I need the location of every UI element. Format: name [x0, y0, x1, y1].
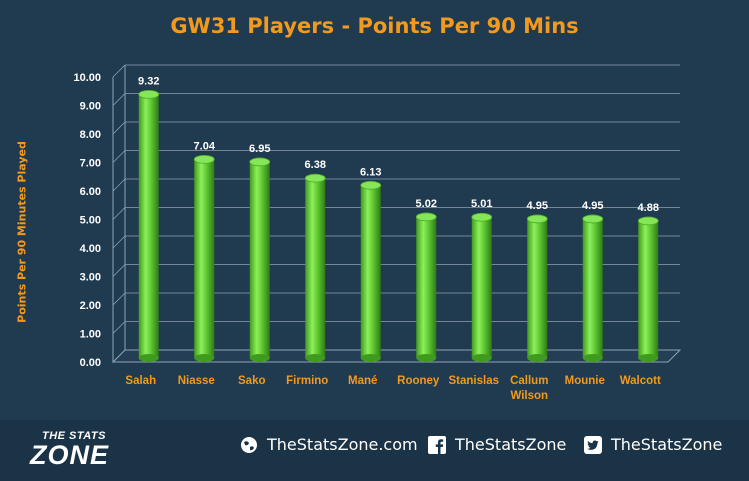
y-tick-label: 5.00	[80, 215, 101, 227]
twitter-link[interactable]: TheStatsZone	[584, 435, 722, 454]
bar-body	[138, 94, 159, 358]
gridline-depth	[112, 178, 126, 192]
bar	[249, 157, 271, 362]
bar	[637, 216, 659, 362]
bar	[360, 180, 382, 362]
gridline-depth	[112, 235, 126, 249]
gridline-depth	[112, 150, 126, 163]
bar-body	[416, 216, 437, 358]
x-category-label: Wilson	[510, 390, 548, 402]
data-label: 5.01	[471, 198, 492, 210]
twitter-icon	[584, 435, 602, 454]
bar-base	[638, 354, 659, 362]
chart-title: GW31 Players - Points Per 90 Mins	[170, 14, 579, 38]
bar-base	[138, 354, 159, 362]
x-category-label: Firmino	[286, 375, 328, 387]
bar-top	[415, 212, 437, 222]
y-tick-label: 7.00	[80, 158, 101, 170]
data-label: 7.04	[194, 140, 216, 152]
bar-base	[360, 354, 381, 362]
website-link[interactable]: TheStatsZone.com	[240, 435, 418, 454]
data-label: 4.95	[527, 200, 548, 212]
logo-bottom-text: ZONE	[30, 440, 110, 470]
data-label: 4.88	[638, 202, 659, 214]
bar	[471, 212, 493, 362]
data-label: 6.13	[360, 166, 381, 178]
bar-top	[360, 180, 382, 190]
y-tick-label: 9.00	[80, 101, 101, 113]
gridline-depth	[112, 121, 126, 135]
bar-body	[249, 161, 270, 358]
y-tick-label: 1.00	[80, 329, 101, 341]
x-category-label: Mané	[348, 375, 377, 387]
bar-body	[582, 218, 603, 358]
globe-icon	[241, 436, 257, 453]
bar	[304, 173, 326, 362]
facebook-link[interactable]: TheStatsZone	[428, 435, 566, 454]
y-tick-label: 6.00	[80, 186, 101, 198]
bar-top	[471, 212, 493, 222]
bar-chart: 0.00 1.00 2.00 3.00 4.00 5.00 6.00 7.00 8.00 9.00…	[73, 64, 682, 402]
gridline-depth	[112, 292, 126, 306]
x-category-label: Mounie	[565, 375, 605, 387]
bar-top	[304, 173, 326, 183]
bar-body	[527, 218, 548, 358]
data-label: 9.32	[138, 75, 159, 87]
x-category-label: Rooney	[397, 375, 440, 387]
y-tick-label: 3.00	[80, 272, 101, 284]
facebook-text: TheStatsZone	[455, 435, 567, 454]
bar-base	[305, 354, 326, 362]
bar-top	[193, 154, 215, 164]
bar	[415, 212, 437, 362]
x-category-label: Callum	[510, 375, 548, 387]
x-category-label: Walcott	[620, 375, 661, 387]
gridline-depth	[112, 64, 126, 78]
bar-top	[637, 216, 659, 226]
data-label: 6.95	[249, 143, 270, 155]
bar-base	[249, 354, 270, 362]
data-label: 6.38	[305, 159, 326, 171]
bar-top	[526, 214, 548, 224]
gridline-depth	[112, 321, 126, 334]
data-label: 5.02	[416, 198, 437, 210]
gridline-depth	[112, 264, 126, 277]
bar-body	[305, 178, 326, 358]
x-category-label: Salah	[125, 375, 156, 387]
bar	[526, 214, 548, 362]
y-tick-label: 8.00	[80, 129, 101, 141]
y-tick-label: 2.00	[80, 300, 101, 312]
bar-body	[471, 217, 492, 358]
bar-base	[416, 354, 437, 362]
y-tick-label: 10.00	[73, 72, 101, 84]
bar-base	[194, 354, 215, 362]
y-tick-label: 4.00	[80, 243, 101, 255]
bar-body	[194, 159, 215, 358]
logo-top-text: THE STATS	[42, 430, 106, 442]
bar	[193, 154, 215, 362]
bar-base	[471, 354, 492, 362]
facebook-icon	[428, 435, 446, 454]
x-category-label: Sako	[238, 375, 266, 387]
y-tick-label: 0.00	[80, 357, 101, 369]
twitter-text: TheStatsZone	[611, 435, 723, 454]
bar	[138, 89, 160, 362]
bar-body	[360, 185, 381, 358]
bar-top	[138, 89, 160, 99]
bar-base	[582, 354, 603, 362]
website-text: TheStatsZone.com	[267, 435, 418, 454]
stats-zone-logo: THE STATS ZONE	[28, 428, 168, 474]
footer-bar: THE STATS ZONE TheStatsZone.com TheStats…	[0, 420, 749, 481]
x-category-label: Niasse	[178, 375, 215, 387]
gridline-depth	[112, 93, 126, 106]
bar-body	[638, 220, 659, 358]
gridline-depth	[112, 207, 126, 220]
data-label: 4.95	[582, 200, 603, 212]
bar-base	[527, 354, 548, 362]
bar	[582, 214, 604, 362]
bar-top	[582, 214, 604, 224]
bar-top	[249, 157, 271, 167]
x-category-label: Stanislas	[449, 375, 500, 387]
gridline-depth	[112, 349, 126, 363]
